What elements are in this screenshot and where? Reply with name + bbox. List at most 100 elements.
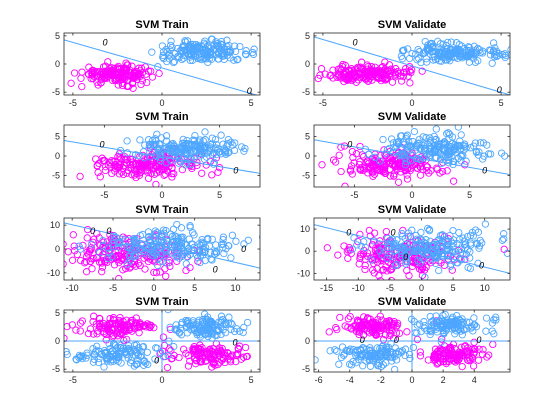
data-point-class-b xyxy=(209,320,217,329)
data-point-class-b xyxy=(162,159,170,167)
subplot-r3c2: SVM Validate 0 0 0 0 -15 -10 -5 0 5 10 -10 0 10 xyxy=(297,204,511,293)
data-point-class-b xyxy=(456,145,465,153)
data-point-class-a xyxy=(115,316,123,325)
data-point-class-b xyxy=(119,237,127,245)
data-point-class-b xyxy=(383,345,391,354)
data-point-class-b xyxy=(426,45,434,54)
data-point-class-a xyxy=(134,259,143,268)
data-point-class-b xyxy=(335,360,343,368)
x-tick-label: -5 xyxy=(100,190,108,200)
data-point-class-b xyxy=(214,55,222,63)
data-point-class-a xyxy=(70,69,79,77)
data-point-class-b xyxy=(437,57,446,65)
data-point-class-a xyxy=(367,66,375,75)
plot-area xyxy=(314,36,510,95)
contour-label: 0 xyxy=(497,85,502,95)
data-point-class-a xyxy=(375,272,383,280)
data-point-class-a xyxy=(170,351,178,360)
data-point-class-b xyxy=(374,361,382,370)
data-point-class-a xyxy=(83,234,91,242)
data-point-class-b xyxy=(76,245,85,253)
decision-boundary xyxy=(64,140,260,174)
data-point-class-b xyxy=(136,136,144,144)
plot-area xyxy=(314,125,510,187)
data-point-class-b xyxy=(203,325,211,333)
data-point-class-b xyxy=(454,125,463,131)
data-point-class-b xyxy=(95,249,104,257)
data-point-class-b xyxy=(100,363,108,371)
data-point-class-b xyxy=(357,346,365,354)
data-point-class-b xyxy=(217,131,225,139)
data-point-class-b xyxy=(431,148,439,157)
data-point-class-a xyxy=(99,323,107,331)
data-point-class-b xyxy=(404,45,412,53)
data-point-class-b xyxy=(471,139,480,147)
data-point-class-a xyxy=(141,159,149,168)
data-point-class-b xyxy=(402,157,410,166)
data-point-class-a xyxy=(224,349,232,358)
x-tick-label: 0 xyxy=(419,283,424,293)
data-point-class-a xyxy=(141,265,149,273)
data-point-class-a xyxy=(234,344,242,353)
data-point-class-a xyxy=(175,353,183,362)
data-point-class-a xyxy=(358,163,367,171)
data-point-class-a xyxy=(114,247,122,255)
data-point-class-b xyxy=(87,240,96,248)
x-tick-label: -10 xyxy=(66,283,79,293)
data-point-class-b xyxy=(195,142,204,150)
data-point-class-b xyxy=(426,330,434,339)
data-point-class-b xyxy=(457,320,465,328)
data-point-class-b xyxy=(182,260,190,268)
data-point-class-b xyxy=(214,325,222,333)
data-point-class-a xyxy=(474,356,483,364)
y-tick-label: -5 xyxy=(302,364,310,374)
data-point-class-b xyxy=(379,243,387,252)
data-point-class-a xyxy=(57,261,63,267)
data-point-class-b xyxy=(243,318,252,327)
data-point-class-b xyxy=(157,348,165,357)
contour-label: 0 xyxy=(90,226,95,236)
data-point-class-a xyxy=(226,358,235,366)
data-point-class-a xyxy=(356,69,364,77)
data-point-class-b xyxy=(406,354,414,363)
data-point-class-a xyxy=(381,331,390,339)
data-point-class-a xyxy=(373,74,381,82)
data-point-class-a xyxy=(198,169,206,177)
data-point-class-b xyxy=(492,313,500,321)
data-point-class-a xyxy=(124,166,133,175)
data-point-class-a xyxy=(369,172,377,180)
data-point-class-b xyxy=(476,139,485,147)
data-point-class-b xyxy=(161,248,169,256)
data-point-class-b xyxy=(359,344,367,352)
data-point-class-b xyxy=(475,46,484,54)
data-point-class-a xyxy=(82,252,91,261)
data-point-class-b xyxy=(449,160,457,169)
data-point-class-a xyxy=(214,360,222,369)
data-point-class-b xyxy=(212,140,221,149)
subplot-r1c2: SVM Validate 0 0 -5 0 5 -5 0 5 xyxy=(302,19,511,108)
data-point-class-b xyxy=(189,319,197,327)
data-point-class-b xyxy=(142,359,150,367)
data-point-class-b xyxy=(124,354,132,362)
data-point-class-b xyxy=(221,319,230,327)
data-point-class-a xyxy=(142,323,150,331)
data-point-class-b xyxy=(183,150,191,158)
data-point-class-b xyxy=(150,250,159,258)
data-point-class-b xyxy=(446,130,454,139)
data-point-class-b xyxy=(193,323,201,331)
data-point-class-a xyxy=(406,165,414,173)
data-point-class-b xyxy=(419,255,427,263)
data-point-class-b xyxy=(196,258,204,267)
data-point-class-a xyxy=(348,76,356,85)
data-point-class-b xyxy=(214,48,223,56)
x-tick-label: 0 xyxy=(409,375,414,385)
data-point-class-a xyxy=(404,72,412,80)
x-tick-label: 5 xyxy=(499,98,504,108)
data-point-class-b xyxy=(417,146,426,154)
x-tick-label: 2 xyxy=(441,375,446,385)
data-point-class-a xyxy=(443,167,451,175)
data-point-class-b xyxy=(134,351,142,359)
data-point-class-a xyxy=(394,178,403,186)
data-point-class-b xyxy=(473,240,481,248)
